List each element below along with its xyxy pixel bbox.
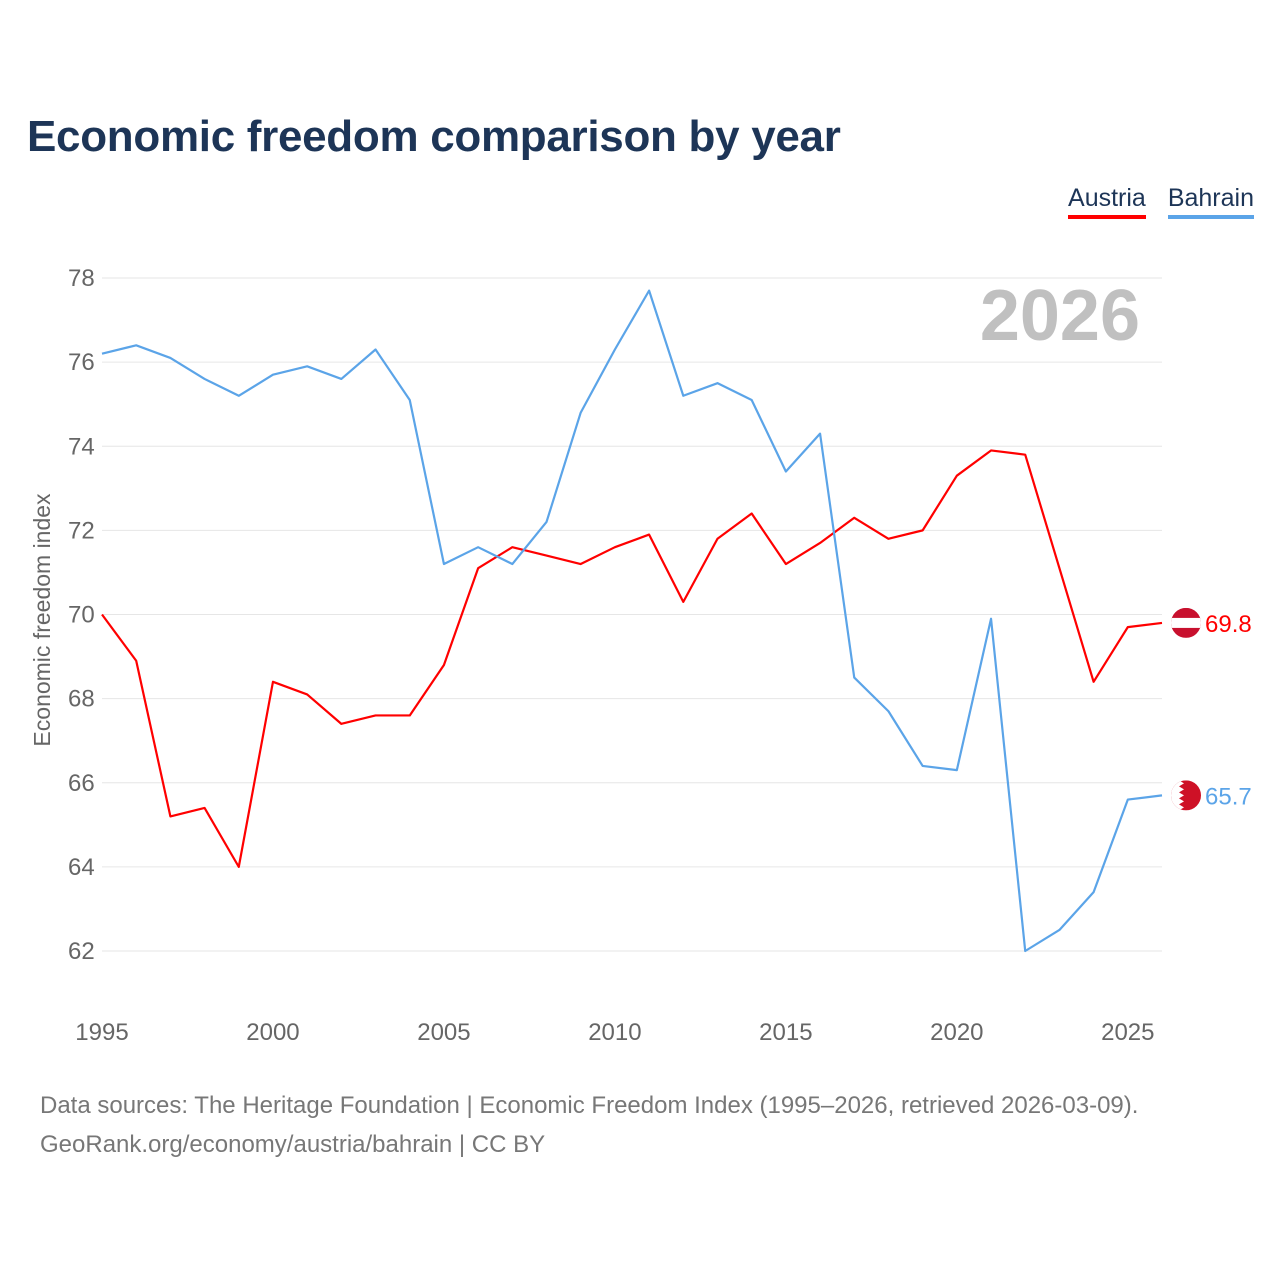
y-tick-label: 70 — [68, 602, 95, 629]
y-tick-label: 78 — [68, 265, 95, 292]
data-point — [441, 662, 447, 668]
data-point — [988, 447, 994, 453]
data-point — [714, 380, 720, 386]
data-point — [236, 864, 242, 870]
data-point — [373, 347, 379, 353]
legend-item-austria[interactable]: Austria — [1068, 184, 1146, 219]
y-tick-label: 66 — [68, 770, 95, 797]
x-tick-label: 2000 — [246, 1019, 299, 1046]
data-point — [338, 376, 344, 382]
data-point — [407, 712, 413, 718]
data-point — [1125, 797, 1131, 803]
x-tick-label: 2015 — [759, 1019, 812, 1046]
data-point — [1056, 927, 1062, 933]
y-tick-label: 68 — [68, 686, 95, 713]
data-point — [1159, 620, 1165, 626]
data-point — [646, 532, 652, 538]
data-point — [783, 561, 789, 567]
data-point — [783, 468, 789, 474]
data-point — [338, 721, 344, 727]
data-point — [441, 561, 447, 567]
series-line-bahrain — [101, 289, 1163, 953]
x-tick-label: 1995 — [75, 1019, 128, 1046]
austria-flag-icon — [1171, 607, 1201, 638]
data-point — [817, 540, 823, 546]
x-tick-label: 2010 — [588, 1019, 641, 1046]
year-watermark: 2026 — [980, 276, 1140, 356]
data-point — [851, 515, 857, 521]
x-tick-label: 2020 — [930, 1019, 983, 1046]
data-point — [167, 355, 173, 361]
data-point — [270, 679, 276, 685]
data-point — [99, 612, 105, 618]
data-point — [475, 544, 481, 550]
data-point — [885, 708, 891, 714]
data-point — [612, 347, 618, 353]
bahrain-flag-icon — [1171, 780, 1201, 811]
data-point — [202, 805, 208, 811]
end-value-label: 65.7 — [1205, 783, 1252, 810]
y-tick-label: 74 — [68, 433, 95, 460]
data-point — [1091, 679, 1097, 685]
y-tick-label: 72 — [68, 517, 95, 544]
legend-item-bahrain[interactable]: Bahrain — [1167, 184, 1254, 219]
data-point — [1091, 889, 1097, 895]
data-point — [133, 342, 139, 348]
data-point — [270, 372, 276, 378]
data-point — [167, 813, 173, 819]
data-point — [612, 544, 618, 550]
data-point — [954, 473, 960, 479]
data-point — [954, 767, 960, 773]
data-point — [99, 351, 105, 357]
data-point — [509, 544, 515, 550]
data-point — [680, 393, 686, 399]
data-point — [304, 691, 310, 697]
y-axis-label: Economic freedom index — [29, 493, 55, 747]
data-point — [1022, 948, 1028, 954]
data-point — [544, 553, 550, 559]
data-point — [817, 431, 823, 437]
data-point — [236, 393, 242, 399]
y-tick-label: 62 — [68, 938, 95, 965]
data-point — [646, 288, 652, 294]
data-point — [714, 536, 720, 542]
data-point — [920, 763, 926, 769]
x-tick-label: 2005 — [417, 1019, 470, 1046]
chart-title: Economic freedom comparison by year — [27, 112, 841, 161]
data-point — [920, 527, 926, 533]
data-point — [1159, 792, 1165, 798]
legend: Austria Bahrain — [1068, 184, 1254, 219]
footer-sources: Data sources: The Heritage Foundation | … — [40, 1092, 1139, 1119]
data-point — [749, 511, 755, 517]
series-line-austria — [101, 449, 1163, 868]
footer: Data sources: The Heritage Foundation | … — [40, 1086, 1138, 1164]
data-point — [509, 561, 515, 567]
data-point — [578, 561, 584, 567]
data-point — [544, 519, 550, 525]
end-value-label: 69.8 — [1205, 611, 1252, 638]
footer-link[interactable]: GeoRank.org/economy/austria/bahrain | CC… — [40, 1131, 546, 1158]
data-point — [851, 675, 857, 681]
data-point — [133, 658, 139, 664]
data-point — [475, 565, 481, 571]
data-point — [407, 397, 413, 403]
data-point — [885, 536, 891, 542]
data-point — [304, 363, 310, 369]
data-point — [749, 397, 755, 403]
data-point — [1125, 624, 1131, 630]
x-tick-label: 2025 — [1101, 1019, 1154, 1046]
data-point — [202, 376, 208, 382]
y-tick-label: 76 — [68, 349, 95, 376]
data-point — [578, 410, 584, 416]
data-point — [1022, 452, 1028, 458]
data-point — [988, 616, 994, 622]
data-point — [373, 712, 379, 718]
data-point — [680, 599, 686, 605]
y-tick-label: 64 — [68, 854, 95, 881]
data-point — [1056, 565, 1062, 571]
